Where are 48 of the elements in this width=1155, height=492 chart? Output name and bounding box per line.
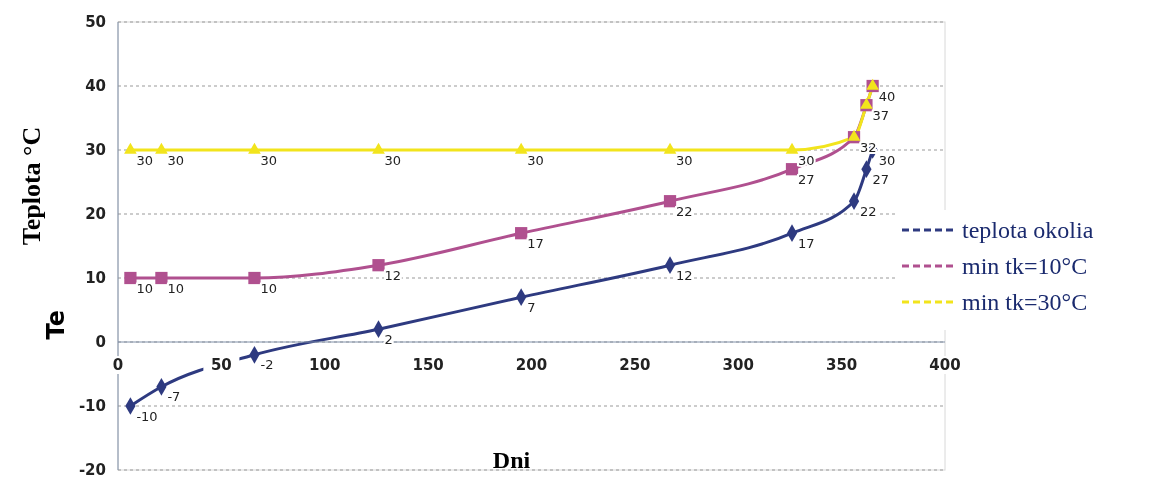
data-label: 30	[260, 152, 277, 168]
data-label: 30	[527, 152, 544, 168]
x-tick-label: 200	[515, 356, 548, 374]
legend-label: min tk=10°C	[962, 253, 1088, 280]
y-tick-label: -20	[78, 461, 106, 480]
x-tick-label: 350	[825, 356, 858, 374]
data-label: 40	[878, 88, 896, 104]
data-label: 10	[167, 280, 184, 296]
data-label: 30	[676, 152, 693, 168]
data-label: 37	[872, 107, 889, 123]
data-label: -2	[260, 357, 274, 373]
data-label: 30	[136, 152, 153, 168]
data-label: -7	[167, 389, 181, 405]
text: Te	[42, 310, 70, 340]
y-tick-label: 10	[85, 269, 106, 288]
data-label: 30	[384, 152, 402, 168]
y-tick-label: 30	[85, 141, 106, 160]
y-tick-label: 20	[85, 205, 106, 224]
data-label: -10	[136, 408, 158, 424]
data-label: 27	[872, 171, 889, 187]
y-tick-label: 40	[85, 77, 106, 96]
data-label: 2	[384, 331, 393, 347]
legend-label: min tk=30°C	[962, 289, 1088, 316]
data-label: 17	[798, 235, 815, 251]
x-axis-title: Dni	[492, 447, 531, 473]
data-label: 22	[676, 203, 693, 219]
data-label: 30	[878, 152, 896, 168]
y-tick-label: 50	[85, 13, 106, 32]
x-tick-label: 100	[309, 356, 341, 374]
y-tick-label: 0	[95, 333, 106, 352]
x-tick-label: 0	[112, 356, 124, 374]
x-tick-label: 50	[210, 356, 232, 374]
x-tick-label: 300	[722, 356, 754, 374]
data-label: 22	[860, 203, 877, 219]
legend-label: teplota okolia	[962, 217, 1094, 244]
data-label: 30	[167, 152, 184, 168]
x-tick-label: 250	[619, 356, 651, 374]
data-label: 12	[676, 267, 693, 283]
data-label: 12	[384, 267, 402, 283]
x-tick-label: 400	[929, 356, 961, 374]
data-label: 27	[798, 171, 815, 187]
data-label: 10	[136, 280, 153, 296]
y-tick-label: -10	[78, 397, 106, 416]
data-label: 17	[527, 235, 544, 251]
data-label: 7	[527, 299, 536, 315]
y-axis-title: Teplota °C	[17, 126, 46, 246]
data-label: 10	[260, 280, 277, 296]
x-tick-label: 150	[412, 356, 444, 374]
